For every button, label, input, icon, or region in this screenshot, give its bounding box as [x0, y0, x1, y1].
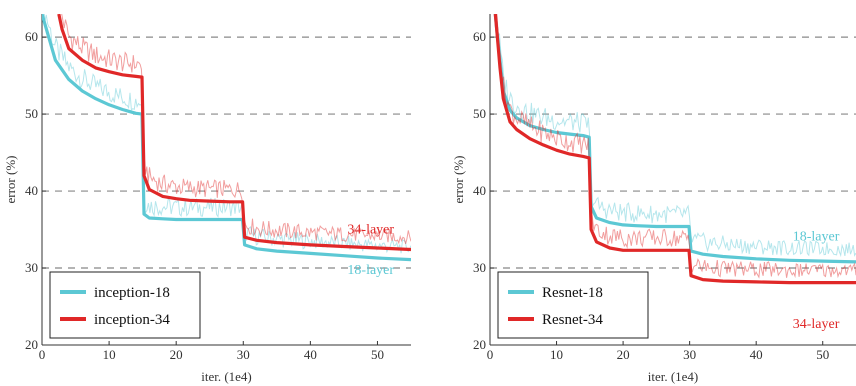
y-tick-label: 50 — [473, 106, 486, 121]
legend-label: inception-34 — [94, 312, 170, 328]
annotation-label: 34-layer — [793, 317, 840, 332]
annotation-label: 18-layer — [347, 263, 394, 278]
y-tick-label: 20 — [473, 337, 486, 352]
raw-trace-1 — [42, 0, 411, 253]
x-tick-label: 10 — [550, 347, 563, 362]
x-tick-label: 50 — [371, 347, 384, 362]
annotation-label: 34-layer — [347, 222, 394, 237]
y-axis-label: error (%) — [451, 156, 466, 204]
y-tick-label: 40 — [25, 183, 38, 198]
x-tick-label: 0 — [39, 347, 46, 362]
y-axis-label: error (%) — [3, 156, 18, 204]
x-axis-label: iter. (1e4) — [648, 369, 699, 384]
legend-box — [498, 272, 648, 338]
y-tick-label: 30 — [25, 260, 38, 275]
legend-label: Resnet-18 — [542, 285, 603, 301]
series-line-2 — [59, 14, 411, 250]
x-tick-label: 10 — [103, 347, 116, 362]
annotation-label: 18-layer — [793, 229, 840, 244]
x-tick-label: 30 — [683, 347, 696, 362]
x-tick-label: 0 — [487, 347, 494, 362]
y-tick-label: 30 — [473, 260, 486, 275]
y-tick-label: 60 — [473, 29, 486, 44]
x-tick-label: 40 — [304, 347, 317, 362]
x-axis-label: iter. (1e4) — [201, 369, 252, 384]
x-tick-label: 20 — [170, 347, 183, 362]
x-tick-label: 20 — [617, 347, 630, 362]
y-tick-label: 20 — [25, 337, 38, 352]
raw-trace-2 — [59, 3, 411, 244]
y-tick-label: 60 — [25, 29, 38, 44]
legend-label: inception-18 — [94, 285, 170, 301]
x-tick-label: 40 — [750, 347, 763, 362]
chart-panel-1: 20 30 40 50 60 0 10 20 30 40 50 iter. (1e4) error (%… — [3, 0, 411, 384]
y-tick-label: 40 — [473, 183, 486, 198]
x-tick-label: 50 — [816, 347, 829, 362]
legend-label: Resnet-34 — [542, 312, 603, 328]
y-tick-label: 50 — [25, 106, 38, 121]
legend-box — [50, 272, 200, 338]
x-tick-label: 30 — [237, 347, 250, 362]
chart-panel-2: 20 30 40 50 60 0 10 20 30 40 50 iter. (1e4) error (%… — [451, 7, 856, 384]
